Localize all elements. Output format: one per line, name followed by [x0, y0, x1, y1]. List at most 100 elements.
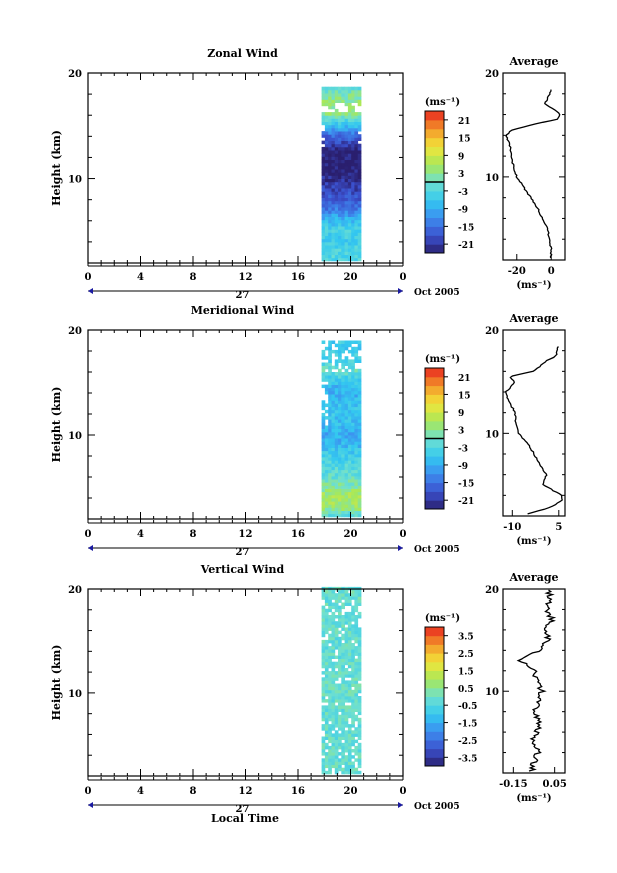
heatmap-cell [351, 646, 355, 650]
heatmap-cell [347, 621, 352, 625]
heatmap-cell [351, 724, 355, 728]
average-y-tick-label: 20 [485, 69, 499, 80]
heatmap-cell [321, 658, 326, 663]
heatmap-cell [331, 745, 336, 750]
heatmap-cell [331, 590, 336, 594]
heatmap-cell [334, 400, 339, 404]
heatmap-cell [354, 717, 359, 722]
heatmap-cell [324, 191, 329, 195]
heatmap-cell [328, 770, 332, 775]
heatmap-cell [351, 248, 355, 252]
heatmap-cell [347, 422, 352, 426]
heatmap-cell [334, 621, 339, 625]
average-x-tick-label: -10 [503, 522, 521, 533]
heatmap-cell [341, 112, 345, 116]
heatmap-cell [328, 428, 332, 433]
heatmap-cell [338, 463, 342, 467]
heatmap-cell [344, 181, 349, 186]
heatmap-cell [354, 444, 359, 448]
heatmap-cell [321, 162, 326, 167]
colorbar-tick-label: 3 [458, 427, 464, 437]
average-x-tick-label: 5 [555, 522, 562, 533]
heatmap-cell [331, 235, 336, 240]
heatmap-cell [338, 150, 342, 154]
heatmap-cell [331, 406, 336, 411]
heatmap-cell [338, 137, 342, 141]
average-x-tick-label: 0 [548, 266, 555, 277]
heatmap-cell [334, 677, 339, 681]
heatmap-cell [334, 671, 339, 675]
heatmap-cell [341, 649, 345, 653]
heatmap-cell [357, 226, 362, 230]
heatmap-cell [347, 394, 352, 398]
heatmap-cell [344, 394, 349, 398]
heatmap-cell [328, 507, 332, 511]
colorbar-unit: (ms⁻¹) [425, 97, 460, 108]
heatmap-cell [354, 664, 359, 669]
heatmap-cell [341, 621, 345, 625]
heatmap-cell [351, 507, 355, 511]
heatmap-cell [347, 639, 352, 644]
heatmap-cell [341, 658, 345, 663]
heatmap-cell [338, 590, 342, 594]
heatmap-cell [328, 121, 332, 126]
average-y-tick-label: 10 [485, 429, 499, 440]
heatmap-cell [338, 207, 342, 211]
heatmap-cell [347, 602, 352, 606]
heatmap-cell [338, 425, 342, 429]
heatmap-cell [324, 245, 329, 249]
heatmap-cell [338, 752, 342, 756]
heatmap-cell [341, 677, 345, 681]
heatmap-cell [334, 593, 339, 597]
heatmap-cell [347, 767, 352, 772]
heatmap-cell [321, 184, 326, 189]
heatmap-cell [324, 649, 329, 653]
heatmap-cell [328, 504, 332, 508]
average-unit: (ms⁻¹) [516, 793, 551, 804]
heatmap-cell [338, 513, 342, 518]
heatmap-cell [338, 235, 342, 240]
heatmap-cell [357, 372, 362, 376]
heatmap-cell [328, 134, 332, 138]
heatmap-cell [331, 652, 336, 656]
heatmap-cell [321, 453, 326, 458]
heatmap-cell [341, 150, 345, 154]
heatmap-cell [338, 229, 342, 233]
heatmap-cell [351, 438, 355, 442]
heatmap-cell [344, 615, 349, 619]
heatmap-cell [331, 203, 336, 208]
heatmap-cell [324, 425, 329, 429]
heatmap-cell [328, 416, 332, 420]
heatmap-cell [347, 689, 352, 694]
heatmap-cell [347, 428, 352, 433]
heatmap-cell [321, 618, 326, 622]
heatmap-cell [338, 767, 342, 772]
heatmap-cell [331, 184, 336, 189]
heatmap-cell [331, 504, 336, 508]
heatmap-cell [331, 169, 336, 173]
heatmap-cell [351, 216, 355, 221]
heatmap-cell [341, 755, 345, 759]
heatmap-cell [357, 749, 362, 753]
heatmap-cell [334, 460, 339, 464]
heatmap-cell [331, 394, 336, 398]
heatmap-cell [354, 646, 359, 650]
heatmap-cell [321, 93, 326, 97]
heatmap-cell [344, 188, 349, 192]
heatmap-cell [347, 365, 352, 370]
heatmap-cell [328, 593, 332, 597]
heatmap-cell [321, 245, 326, 249]
heatmap-cell [328, 708, 332, 712]
heatmap-cell [331, 238, 336, 243]
heatmap-cell [344, 203, 349, 208]
heatmap-cell [341, 200, 345, 205]
heatmap-cell [328, 699, 332, 703]
heatmap-cell [354, 400, 359, 404]
heatmap-cell [354, 96, 359, 100]
heatmap-cell [331, 89, 336, 94]
heatmap-cell [324, 131, 329, 135]
heatmap-cell [351, 749, 355, 753]
heatmap-cell [334, 384, 339, 389]
